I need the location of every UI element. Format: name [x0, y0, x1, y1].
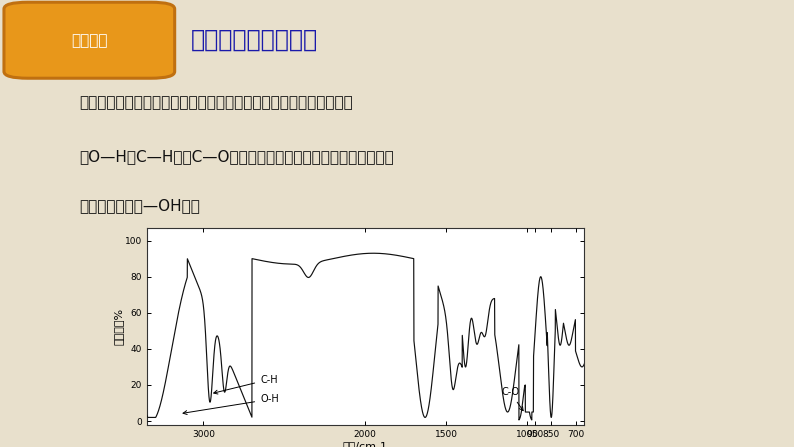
Text: 有O—H、C—H、和C—O的振动吸收。因此，可以初步推测该未知: 有O—H、C—H、和C—O的振动吸收。因此，可以初步推测该未知 [79, 149, 394, 164]
Text: 物中含有羟基（—OH）。: 物中含有羟基（—OH）。 [79, 198, 200, 213]
Text: C-O: C-O [501, 387, 523, 411]
Text: 一、分子结构的测定: 一、分子结构的测定 [191, 28, 318, 52]
Y-axis label: 透过率／%: 透过率／% [114, 308, 123, 345]
Text: 例如，通过红外光谱仪测得某未知物的红外光谱图如上图所示，发现: 例如，通过红外光谱仪测得某未知物的红外光谱图如上图所示，发现 [79, 95, 353, 110]
FancyBboxPatch shape [4, 2, 175, 78]
X-axis label: 波数/cm-1: 波数/cm-1 [343, 441, 387, 447]
Text: O-H: O-H [183, 394, 279, 414]
Text: 新课讲解: 新课讲解 [71, 33, 108, 48]
Text: C-H: C-H [214, 375, 278, 394]
